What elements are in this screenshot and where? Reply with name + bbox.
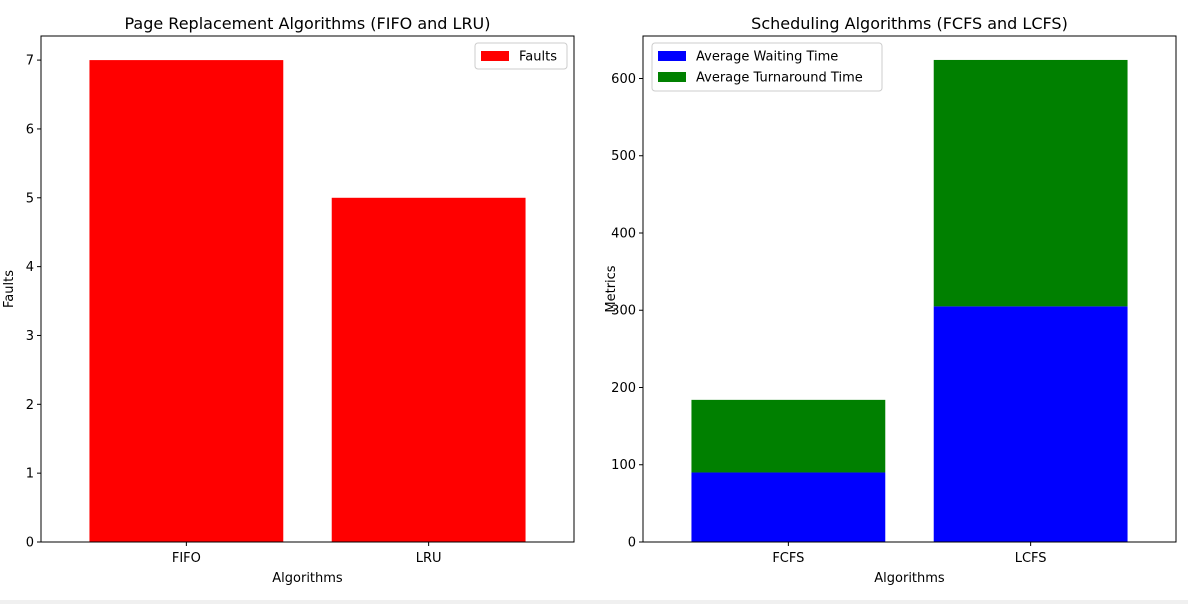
chart-1-xtick-label: FCFS [772, 551, 804, 566]
chart-1-legend-swatch-1 [658, 72, 686, 82]
chart-0-xtick-label: LRU [416, 551, 442, 566]
chart-1-ytick-label: 0 [628, 536, 636, 551]
chart-1-ytick-label: 200 [611, 381, 636, 396]
chart-0-axes-frame [40, 35, 575, 543]
chart-1-ytick-label: 600 [611, 72, 636, 87]
chart-0-ytick-label: 7 [26, 54, 34, 69]
chart-0-ytick-label: 2 [26, 398, 34, 413]
chart-1-legend-label-0: Average Waiting Time [696, 50, 838, 65]
chart-0-legend [474, 42, 568, 70]
chart-1-legend-swatch-0 [658, 51, 686, 61]
chart-0-title: Page Replacement Algorithms (FIFO and LR… [124, 14, 490, 33]
chart-0-ytick-label: 0 [26, 536, 34, 551]
chart-0-legend-label-0: Faults [519, 50, 557, 65]
chart-1-legend-label-1: Average Turnaround Time [696, 71, 863, 86]
chart-1-axes-frame [642, 35, 1177, 543]
chart-0-legend-swatch-0 [481, 51, 509, 61]
chart-0-bar-fifo-0 [89, 60, 284, 542]
chart-1-xlabel: Algorithms [874, 571, 945, 586]
chart-1-bar-lcfs-1 [933, 59, 1128, 307]
chart-1-bar-fcfs-0 [691, 472, 886, 542]
chart-0-ylabel: Faults [2, 270, 17, 308]
chart-1-ytick-label: 100 [611, 458, 636, 473]
chart-0-ytick-label: 5 [26, 191, 34, 206]
chart-0-bar-lru-0 [331, 197, 526, 542]
chart-1-xtick-label: LCFS [1015, 551, 1047, 566]
chart-0-ytick-label: 3 [26, 329, 34, 344]
chart-1-bar-fcfs-1 [691, 399, 886, 473]
chart-1-legend [651, 42, 883, 92]
chart-0-ytick-label: 6 [26, 122, 34, 137]
chart-0-ytick-label: 4 [26, 260, 34, 275]
chart-0-xtick-label: FIFO [172, 551, 201, 566]
chart-1-bar-lcfs-0 [933, 306, 1128, 542]
chart-1-ytick-label: 300 [611, 304, 636, 319]
chart-1-ylabel: Metrics [604, 265, 619, 312]
chart-1-ytick-label: 500 [611, 149, 636, 164]
chart-1-ytick-label: 400 [611, 226, 636, 241]
chart-0-ytick-label: 1 [26, 467, 34, 482]
chart-1-title: Scheduling Algorithms (FCFS and LCFS) [751, 14, 1068, 33]
chart-0-xlabel: Algorithms [272, 571, 343, 586]
